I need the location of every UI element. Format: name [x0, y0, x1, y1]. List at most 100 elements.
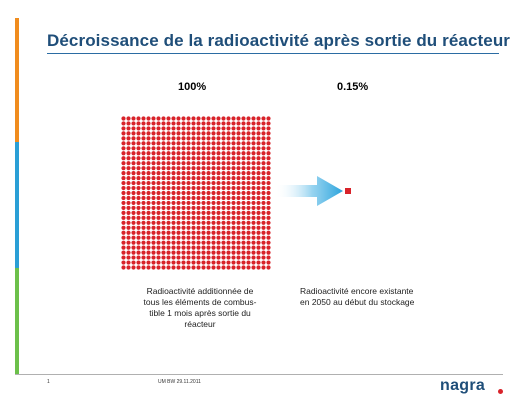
radioactivity-dot	[171, 116, 176, 121]
radioactivity-dot	[191, 220, 196, 225]
radioactivity-dot	[206, 161, 211, 166]
radioactivity-dot	[136, 260, 141, 265]
radioactivity-dot	[246, 220, 251, 225]
radioactivity-dot	[236, 255, 241, 260]
radioactivity-dot	[171, 235, 176, 240]
radioactivity-dot	[136, 171, 141, 176]
radioactivity-dot	[236, 176, 241, 181]
radioactivity-dot	[246, 200, 251, 206]
radioactivity-dot	[231, 240, 236, 245]
radioactivity-dot	[196, 156, 201, 161]
radioactivity-dot	[191, 210, 196, 215]
radioactivity-dot	[256, 171, 261, 176]
radioactivity-dot	[126, 200, 131, 206]
radioactivity-dot	[171, 255, 176, 260]
radioactivity-dot	[161, 250, 166, 255]
radioactivity-dot	[166, 161, 171, 166]
radioactivity-dot	[136, 166, 141, 171]
radioactivity-dot	[196, 185, 201, 191]
radioactivity-dot	[171, 136, 176, 141]
radioactivity-dot	[206, 136, 211, 141]
radioactivity-dot	[256, 190, 261, 196]
radioactivity-dot	[236, 161, 241, 166]
radioactivity-dot	[176, 126, 181, 131]
footer-divider	[15, 374, 503, 375]
radioactivity-dot	[231, 215, 236, 220]
radioactivity-dot	[211, 156, 216, 161]
radioactivity-dot	[136, 255, 141, 260]
radioactivity-dot	[121, 205, 126, 210]
nagra-logo: nagra	[440, 377, 486, 394]
radioactivity-dot	[156, 156, 161, 161]
radioactivity-dot	[131, 176, 136, 181]
radioactivity-dot	[176, 116, 181, 121]
radioactivity-dot	[236, 141, 241, 146]
radioactivity-dot	[166, 235, 171, 240]
radioactivity-dot	[221, 136, 226, 141]
radioactivity-dot	[181, 166, 186, 171]
radioactivity-dot	[131, 205, 136, 210]
radioactivity-dot	[141, 265, 146, 270]
radioactivity-dot	[206, 156, 211, 161]
radioactivity-dot	[171, 171, 176, 176]
radioactivity-dot	[266, 146, 271, 151]
radioactivity-dot	[206, 255, 211, 260]
radioactivity-dot	[246, 190, 251, 196]
radioactivity-dot	[141, 215, 146, 220]
radioactivity-dot	[201, 146, 206, 151]
radioactivity-dot	[211, 141, 216, 146]
radioactivity-dot	[246, 136, 251, 141]
radioactivity-dot	[206, 185, 211, 191]
radioactivity-dot	[191, 245, 196, 250]
radioactivity-dot	[211, 215, 216, 220]
radioactivity-dot	[126, 166, 131, 171]
radioactivity-dot	[261, 200, 266, 206]
radioactivity-dot	[201, 195, 206, 201]
radioactivity-dot	[261, 185, 266, 191]
radioactivity-dot	[191, 176, 196, 181]
radioactivity-dot	[136, 265, 141, 270]
radioactivity-dot	[156, 235, 161, 240]
radioactivity-dot	[156, 245, 161, 250]
radioactivity-dot	[151, 210, 156, 215]
radioactivity-dot	[136, 245, 141, 250]
radioactivity-dot	[266, 230, 271, 235]
radioactivity-dot	[176, 131, 181, 136]
radioactivity-dot	[246, 245, 251, 250]
radioactivity-dot	[141, 166, 146, 171]
radioactivity-dot	[241, 255, 246, 260]
caption-right: Radioactivité encore existante en 2050 a…	[300, 286, 415, 307]
radioactivity-dot	[256, 250, 261, 255]
radioactivity-dot	[151, 220, 156, 225]
radioactivity-dot	[256, 161, 261, 166]
radioactivity-dot	[131, 230, 136, 235]
radioactivity-dot	[141, 250, 146, 255]
radioactivity-dot	[226, 126, 231, 131]
radioactivity-dot	[151, 265, 156, 270]
radioactivity-dot	[261, 151, 266, 156]
radioactivity-dot	[151, 190, 156, 196]
radioactivity-dot	[266, 151, 271, 156]
radioactivity-dot	[176, 255, 181, 260]
radioactivity-dot	[176, 230, 181, 235]
radioactivity-dot	[191, 116, 196, 121]
radioactivity-dot	[131, 156, 136, 161]
radioactivity-dot	[141, 121, 146, 126]
radioactivity-dot	[206, 230, 211, 235]
radioactivity-dot	[121, 180, 126, 186]
radioactivity-dot	[141, 200, 146, 206]
radioactivity-dot	[181, 205, 186, 210]
radioactivity-dot	[141, 195, 146, 201]
radioactivity-dot	[206, 250, 211, 255]
radioactivity-dot	[156, 190, 161, 196]
radioactivity-dot	[216, 210, 221, 215]
radioactivity-dot	[251, 136, 256, 141]
radioactivity-dot	[256, 195, 261, 201]
radioactivity-dot	[121, 126, 126, 131]
radioactivity-dot	[261, 205, 266, 210]
radioactivity-dot	[221, 205, 226, 210]
radioactivity-dot	[166, 116, 171, 121]
radioactivity-dot	[136, 180, 141, 186]
radioactivity-dot	[151, 180, 156, 186]
radioactivity-dot	[126, 146, 131, 151]
